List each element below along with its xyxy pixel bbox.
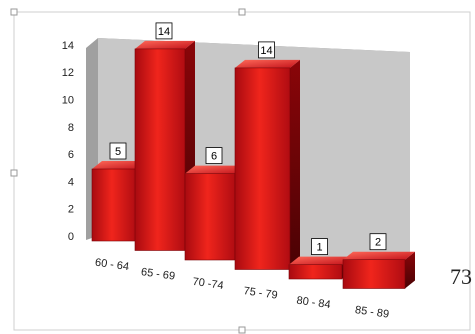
chart: 02468101214560 - 641465 - 69670 -741475 … [0, 0, 475, 334]
bar [135, 49, 185, 251]
value-label: 5 [115, 146, 121, 158]
value-label: 6 [211, 151, 217, 163]
annotation: 73 [450, 264, 472, 289]
x-tick-label: 75 - 79 [243, 285, 279, 302]
x-tick-label: 85 - 89 [354, 304, 390, 321]
x-tick-label: 65 - 69 [140, 266, 176, 283]
bar [343, 260, 405, 289]
value-label: 1 [316, 242, 322, 254]
value-label: 14 [260, 45, 272, 57]
y-tick-label: 12 [62, 67, 74, 79]
x-tick-label: 80 - 84 [296, 295, 332, 312]
value-label: 2 [375, 237, 381, 249]
y-tick-label: 6 [68, 149, 74, 161]
bar [92, 169, 136, 241]
bar-top [135, 41, 195, 49]
bar-top [343, 252, 415, 260]
y-tick-label: 14 [62, 40, 74, 52]
x-tick-label: 70 -74 [192, 276, 225, 292]
y-tick-label: 10 [62, 94, 74, 106]
bar [289, 265, 342, 279]
y-tick-label: 2 [68, 204, 74, 216]
bar-side [290, 60, 300, 270]
bar-top [289, 257, 352, 265]
value-label: 14 [158, 26, 170, 38]
y-tick-label: 4 [68, 176, 74, 188]
bar [235, 68, 290, 270]
bar [185, 174, 235, 260]
y-tick-label: 8 [68, 122, 74, 134]
bar-top [235, 60, 300, 68]
x-tick-label: 60 - 64 [94, 257, 130, 274]
y-tick-label: 0 [68, 231, 74, 243]
